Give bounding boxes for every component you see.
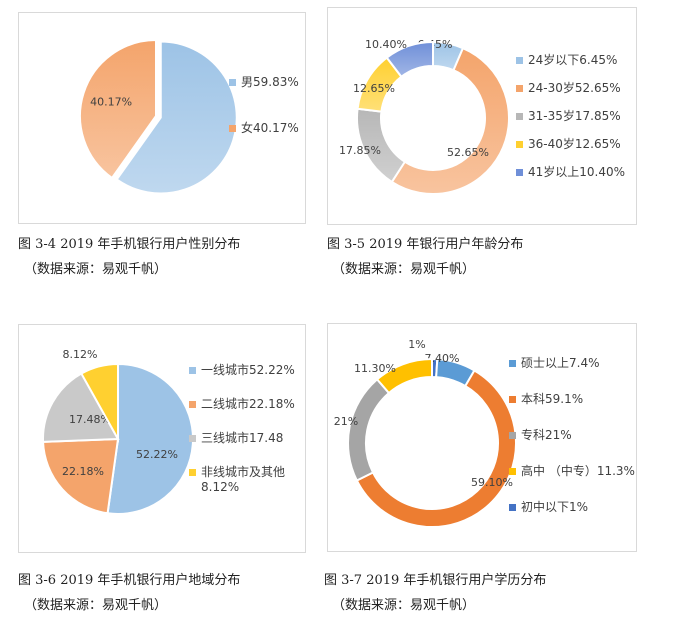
legend-swatch-24-30岁 [516,85,523,92]
data-label-二线城市: 22.18% [62,465,104,478]
data-label-一线城市: 52.22% [136,448,178,461]
legend-swatch-专科 [509,432,516,439]
legend-label-三线城市: 三线城市17.48 [201,430,283,445]
legend-swatch-一线城市 [189,367,196,374]
data-label-硕士以上: 7.40% [425,352,460,365]
data-label-女: 40.17% [90,96,132,109]
legend-swatch-非线城市及其他 [189,469,196,476]
legend-swatch-41岁以上 [516,169,523,176]
legend-label-硕士以上: 硕士以上7.4% [521,356,600,370]
data-label-三线城市: 17.48% [69,413,111,426]
source-gender: （数据来源：易观千帆） [24,262,168,277]
legend-swatch-硕士以上 [509,360,516,367]
legend-swatch-31-35岁 [516,113,523,120]
education-donut-chart: 1%7.40% 59.10% 21% 11.30% 硕士以上7.4% 本科59.1% 专科2… [334,338,635,528]
legend-swatch-36-40岁 [516,141,523,148]
slice-非线城市及其他 [80,362,119,443]
slice-三线城市 [42,372,120,443]
legend-swatch-24岁以下 [516,57,523,64]
source-age: （数据来源：易观千帆） [332,262,476,277]
legend-label-初中以下: 初中以下1% [521,499,588,514]
source-region: （数据来源：易观千帆） [24,598,168,613]
data-label-24-30岁: 52.65% [447,146,489,159]
legend-swatch-本科 [509,396,516,403]
data-label-36-40岁: 12.65% [353,82,395,95]
legend-label-一线城市: 一线城市52.22% [201,362,295,377]
slice-41岁以上 [385,40,434,79]
legend-label-专科: 专科21% [521,427,572,442]
slice-女 [79,38,157,180]
legend-label-24岁以下: 24岁以下6.45% [528,52,617,67]
legend-label-二线城市: 二线城市22.18% [201,396,295,411]
chart-panel-gender: 40.17% 男59.83% 女40.17% [18,12,306,224]
region-pie-chart: 52.22% 22.18% 17.48% 8.12% 一线城市52.22% 二线城市22.… [42,348,295,515]
legend-label-2-非线城市及其他: 8.12% [201,480,239,494]
data-label-31-35岁: 17.85% [339,144,381,157]
legend-swatch-初中以下 [509,504,516,511]
legend-label-男: 男59.83% [241,75,299,89]
data-label-专科: 21% [334,415,358,428]
legend-label-女: 女40.17% [241,120,299,135]
data-label-非线城市及其他: 8.12% [63,348,98,361]
chart-panel-education: 1% 7.40% 59.10% 21% 11.30% 硕士以上7.4% 本科59.1% 专科2… [327,323,637,552]
legend-swatch-男 [229,79,236,86]
legend-label-24-30岁: 24-30岁52.65% [528,80,621,95]
slice-专科 [347,377,391,482]
legend-label-非线城市及其他: 非线城市及其他 [201,464,285,479]
slice-高中-中专 [375,357,433,395]
legend-label-本科: 本科59.1% [521,392,583,406]
legend-swatch-高中-中专 [509,468,516,475]
source-education: （数据来源：易观千帆） [332,598,476,613]
slice-24-30岁 [390,46,510,195]
legend-label-31-35岁: 31-35岁17.85% [528,108,621,123]
chart-panel-region: 52.22% 22.18% 17.48% 8.12% 一线城市52.22% 二线城市22.… [18,324,306,553]
gender-pie-chart: 40.17% 男59.83% 女40.17% [79,38,299,195]
legend-label-41岁以上: 41岁以上10.40% [528,164,625,179]
caption-gender: 图 3-4 2019 年手机银行用户性别分布 [18,237,241,252]
data-label-41岁以上: 10.40% [365,38,407,51]
data-label-高中-中专: 11.30% [354,362,396,375]
slice-男 [115,40,238,195]
caption-age: 图 3-5 2019 年银行用户年龄分布 [327,237,524,252]
legend-label-高中-中专: 高中 （中专）11.3% [521,463,635,478]
chart-panel-age: 6.45% 52.65% 17.85% 12.65% 10.40% 24岁以下6.45% 2… [327,7,637,225]
slice-一线城市 [106,362,194,515]
caption-education: 图 3-7 2019 年手机银行用户学历分布 [324,573,547,588]
legend-swatch-二线城市 [189,401,196,408]
legend-swatch-女 [229,125,236,132]
legend-label-36-40岁: 36-40岁12.65% [528,136,621,151]
caption-region: 图 3-6 2019 年手机银行用户地域分布 [18,573,241,588]
data-label-本科: 59.10% [471,476,513,489]
slice-二线城市 [42,437,120,515]
legend-swatch-三线城市 [189,435,196,442]
age-donut-chart: 6.45%52.65%17.85%12.65%10.40%24岁以下6.45%2… [339,38,625,195]
data-label-初中以下: 1% [408,338,425,351]
